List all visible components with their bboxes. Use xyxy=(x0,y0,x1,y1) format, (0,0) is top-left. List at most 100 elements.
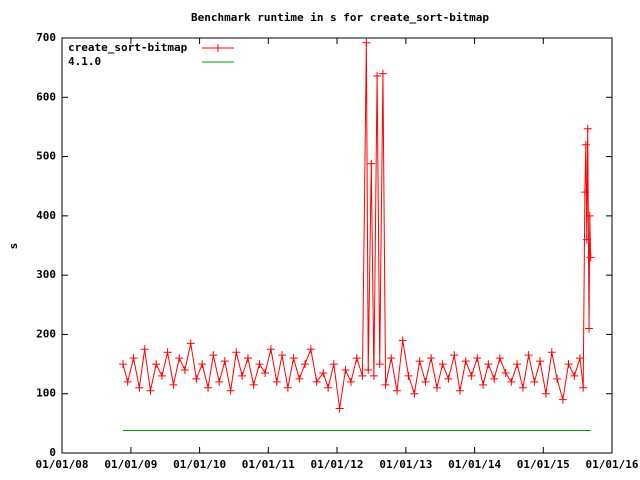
marker xyxy=(564,360,573,369)
marker xyxy=(393,386,402,395)
marker xyxy=(582,235,591,244)
y-tick-label: 0 xyxy=(49,446,56,459)
marker xyxy=(495,354,504,363)
marker xyxy=(367,159,376,168)
x-tick-label: 01/01/11 xyxy=(242,458,295,471)
marker xyxy=(580,188,589,197)
legend-label: create_sort-bitmap xyxy=(68,41,188,54)
marker xyxy=(295,374,304,383)
marker xyxy=(352,354,361,363)
marker xyxy=(129,354,138,363)
marker xyxy=(341,366,350,374)
marker xyxy=(220,357,229,366)
marker xyxy=(404,371,413,380)
marker xyxy=(467,371,476,380)
y-tick-label: 300 xyxy=(36,268,56,281)
marker xyxy=(484,360,493,369)
marker xyxy=(135,383,144,392)
marker xyxy=(289,354,298,363)
marker xyxy=(186,339,195,348)
marker xyxy=(432,383,441,392)
marker xyxy=(278,351,287,360)
marker xyxy=(473,354,482,363)
marker xyxy=(255,360,264,369)
marker xyxy=(513,360,522,369)
marker xyxy=(378,69,387,78)
marker xyxy=(387,354,396,363)
marker xyxy=(272,377,281,386)
marker xyxy=(362,38,371,47)
marker xyxy=(198,360,207,369)
marker xyxy=(175,354,184,363)
marker xyxy=(261,368,270,377)
marker xyxy=(586,253,595,262)
marker xyxy=(541,389,550,398)
x-tick-label: 01/01/16 xyxy=(586,458,639,471)
marker xyxy=(180,366,189,374)
marker xyxy=(444,374,453,383)
y-tick-label: 700 xyxy=(36,31,56,44)
marker xyxy=(369,371,378,380)
marker xyxy=(364,366,373,374)
marker xyxy=(157,371,166,380)
marker xyxy=(553,374,562,383)
y-tick-label: 400 xyxy=(36,209,56,222)
marker xyxy=(375,360,384,369)
marker xyxy=(461,357,470,366)
marker xyxy=(427,354,436,363)
marker xyxy=(547,348,556,357)
marker xyxy=(585,324,594,333)
marker xyxy=(581,140,590,149)
marker xyxy=(450,351,459,360)
marker xyxy=(358,371,367,380)
marker xyxy=(146,386,155,395)
marker xyxy=(398,336,407,345)
y-tick-label: 200 xyxy=(36,327,56,340)
marker xyxy=(243,354,252,363)
marker xyxy=(215,377,224,386)
marker xyxy=(438,360,447,369)
marker xyxy=(118,360,127,369)
marker xyxy=(373,71,382,80)
x-tick-label: 01/01/12 xyxy=(311,458,364,471)
marker xyxy=(140,345,149,354)
marker xyxy=(455,386,464,395)
marker xyxy=(524,351,533,360)
marker xyxy=(324,383,333,392)
chart-title: Benchmark runtime in s for create_sort-b… xyxy=(191,11,489,24)
marker xyxy=(283,383,292,392)
marker xyxy=(232,348,241,357)
marker xyxy=(579,383,588,392)
series-line xyxy=(122,42,592,409)
marker xyxy=(312,377,321,386)
x-tick-label: 01/01/09 xyxy=(104,458,157,471)
marker xyxy=(558,395,567,404)
x-tick-label: 01/01/14 xyxy=(448,458,501,471)
marker xyxy=(152,360,161,369)
y-tick-label: 100 xyxy=(36,387,56,400)
marker xyxy=(421,377,430,386)
marker xyxy=(583,124,592,133)
x-tick-label: 01/01/08 xyxy=(36,458,89,471)
marker xyxy=(501,368,510,377)
marker xyxy=(163,348,172,357)
marker xyxy=(329,360,338,369)
x-tick-label: 01/01/13 xyxy=(379,458,432,471)
marker xyxy=(123,377,132,386)
marker xyxy=(204,383,213,392)
marker xyxy=(238,371,247,380)
marker xyxy=(346,377,355,386)
marker xyxy=(169,380,178,389)
marker xyxy=(226,386,235,395)
marker xyxy=(301,360,310,369)
marker xyxy=(490,374,499,383)
marker xyxy=(319,368,328,377)
marker xyxy=(192,374,201,383)
marker xyxy=(335,404,344,413)
marker xyxy=(518,383,527,392)
marker xyxy=(530,377,539,386)
marker xyxy=(576,354,585,363)
y-tick-label: 500 xyxy=(36,150,56,163)
marker xyxy=(266,345,275,354)
